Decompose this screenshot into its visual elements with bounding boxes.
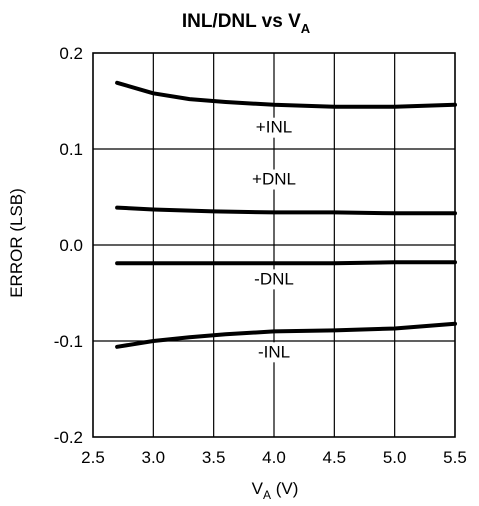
x-tick-label: 5.0	[383, 448, 407, 467]
series-line-+INL	[115, 80, 457, 109]
series-annotation: -INL	[258, 342, 290, 361]
annotation-background	[248, 269, 300, 290]
annotation-background	[248, 342, 300, 363]
y-tick-label: 0.1	[59, 140, 83, 159]
annotation-background	[248, 117, 300, 138]
x-tick-label: 4.0	[262, 448, 286, 467]
plot-frame	[92, 52, 456, 438]
x-tick-label: 4.5	[323, 448, 347, 467]
chart-title: INL/DNL vs VA	[182, 11, 311, 36]
y-axis-label: ERROR (LSB)	[7, 188, 26, 298]
y-tick-label: 0.0	[59, 236, 83, 255]
series-line--DNL	[115, 260, 457, 266]
x-tick-label: 3.5	[202, 448, 226, 467]
y-tick-label: -0.2	[54, 428, 83, 447]
x-tick-label: 5.5	[443, 448, 467, 467]
series-annotation: +DNL	[252, 170, 296, 189]
plot-area: 2.5 3.0 3.5 4.0 4.5 5.0 5.5 0.2 0.1 0.0 -0.1 -0.2 +I…	[54, 44, 467, 467]
annotation-background	[248, 169, 300, 190]
x-tick-label: 3.0	[142, 448, 166, 467]
y-tick-label: 0.2	[59, 44, 83, 63]
x-tick-label: 2.5	[81, 448, 105, 467]
x-axis-label: VA (V)	[252, 479, 299, 502]
y-tick-label: -0.1	[54, 332, 83, 351]
series-annotation: -DNL	[254, 269, 294, 288]
series-line--INL	[115, 321, 457, 349]
series-annotation: +INL	[256, 118, 292, 137]
series-line-+DNL	[115, 205, 457, 216]
